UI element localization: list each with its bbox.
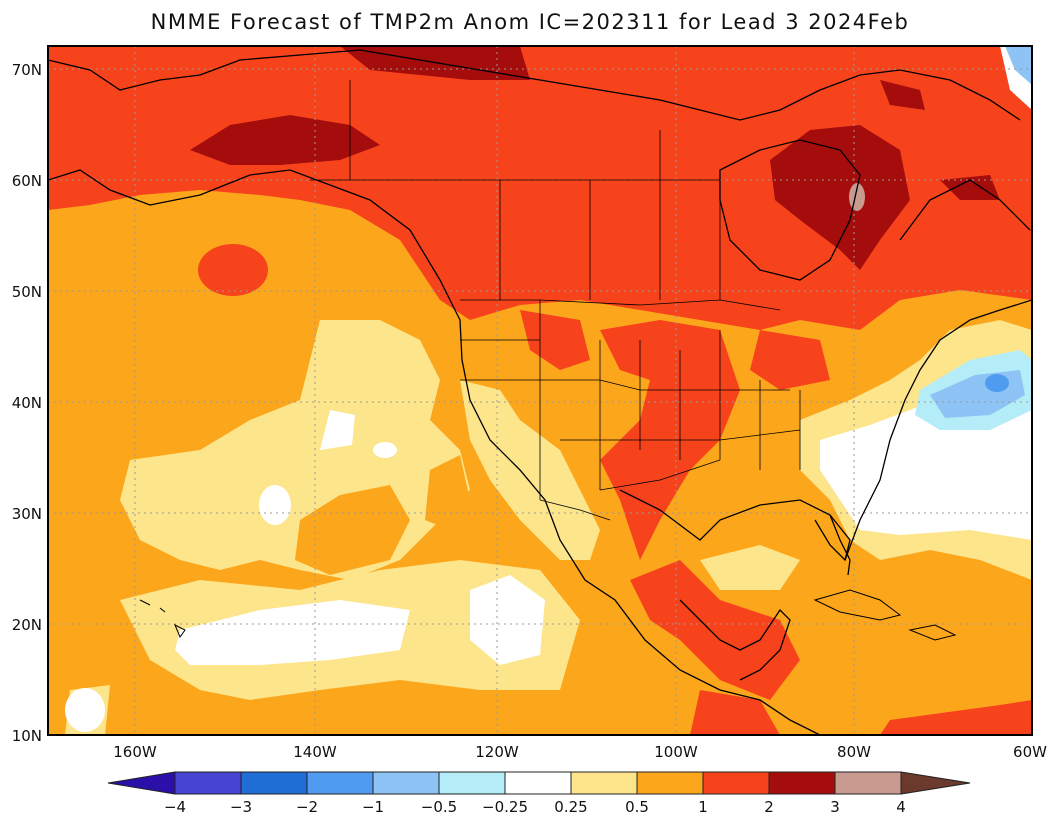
colorbar-label: 4 [896,798,906,816]
colorbar-swatch-minus3-minus2 [240,771,308,795]
latitude-labels: 70N 60N 50N 40N 30N 20N 10N [12,61,42,745]
colorbar-label: 1 [698,798,708,816]
lon-label-80w: 80W [837,743,871,761]
lat-label-60n: 60N [12,172,42,190]
longitude-labels: 160W 140W 120W 100W 80W 60W [113,743,1047,761]
anomaly-region-neutral [320,410,355,450]
anomaly-region-very-high [190,115,380,165]
islands [139,589,957,641]
colorbar-swatch-1-2 [702,771,770,795]
lat-label-10n: 10N [12,727,42,745]
lon-label-160w: 160W [113,743,157,761]
lat-label-30n: 30N [12,505,42,523]
lon-label-120w: 120W [475,743,519,761]
colorbar-label: 0.5 [625,798,649,816]
lon-label-60w: 60W [1013,743,1047,761]
colorbar-swatch-3-4 [834,771,902,795]
lat-label-70n: 70N [12,61,42,79]
lon-label-100w: 100W [654,743,698,761]
colorbar-label: −4 [164,798,186,816]
colorbar [107,771,971,795]
coastline-central-america [679,599,791,681]
colorbar-labels: −4 −3 −2 −1 −0.5 −0.25 0.25 0.5 1 2 3 4 [164,798,906,816]
lon-label-140w: 140W [293,743,337,761]
colorbar-swatch-lt-minus4 [107,771,176,795]
colorbar-swatch-025-05 [570,771,638,795]
map-title: NMME Forecast of TMP2m Anom IC=202311 fo… [150,10,910,34]
state-borders [310,80,801,521]
colorbar-swatch-minus05-minus025 [438,771,506,795]
colorbar-swatch-2-3 [768,771,836,795]
lat-label-50n: 50N [12,283,42,301]
colorbar-label: −0.5 [421,798,457,816]
colorbar-label: −2 [296,798,318,816]
colorbar-label: 2 [764,798,774,816]
map-frame [47,45,1033,736]
coastline-east [844,299,1032,561]
colorbar-swatch-minus1-minus05 [372,771,440,795]
colorbar-swatch-minus2-minus1 [306,771,374,795]
colorbar-swatch-neutral [504,771,572,795]
coastline-florida [829,514,851,576]
colorbar-label: −0.25 [482,798,528,816]
coastline-hudson-bay [719,139,861,281]
colorbar-swatch-minus4-minus3 [174,771,242,795]
colorbar-swatch-05-1 [636,771,704,795]
colorbar-label: −1 [362,798,384,816]
lat-label-40n: 40N [12,394,42,412]
colorbar-label: 3 [830,798,840,816]
colorbar-label: −3 [230,798,252,816]
colorbar-label: 0.25 [554,798,587,816]
lat-label-20n: 20N [12,616,42,634]
colorbar-swatch-gt-4 [900,771,971,795]
coastline-gulf [619,489,851,562]
coastline-labrador [899,179,1031,241]
